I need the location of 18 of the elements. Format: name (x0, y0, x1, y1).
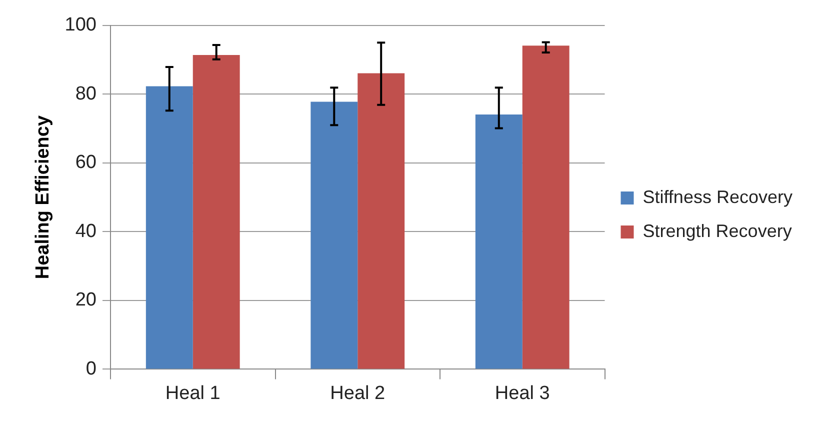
x-tick-label: Heal 3 (494, 382, 550, 404)
y-tick-label: 80 (75, 83, 96, 104)
x-tick-label: Heal 2 (330, 382, 386, 404)
legend-label: Strength Recovery (642, 220, 792, 241)
y-tick-label: 60 (75, 152, 96, 174)
bar (192, 54, 240, 369)
bar (310, 102, 358, 369)
bar (146, 86, 193, 369)
bar (475, 114, 522, 369)
bar (358, 73, 405, 369)
y-tick-label: 20 (75, 290, 96, 311)
y-tick-label: 40 (75, 220, 96, 242)
x-tick-label: Heal 1 (165, 382, 220, 404)
y-axis-title: Healing Efficiency (32, 115, 54, 280)
legend-label: Stiffness Recovery (642, 186, 792, 207)
y-tick-label: 0 (86, 358, 96, 380)
y-tick-label: 100 (64, 14, 96, 36)
bar (522, 46, 570, 369)
